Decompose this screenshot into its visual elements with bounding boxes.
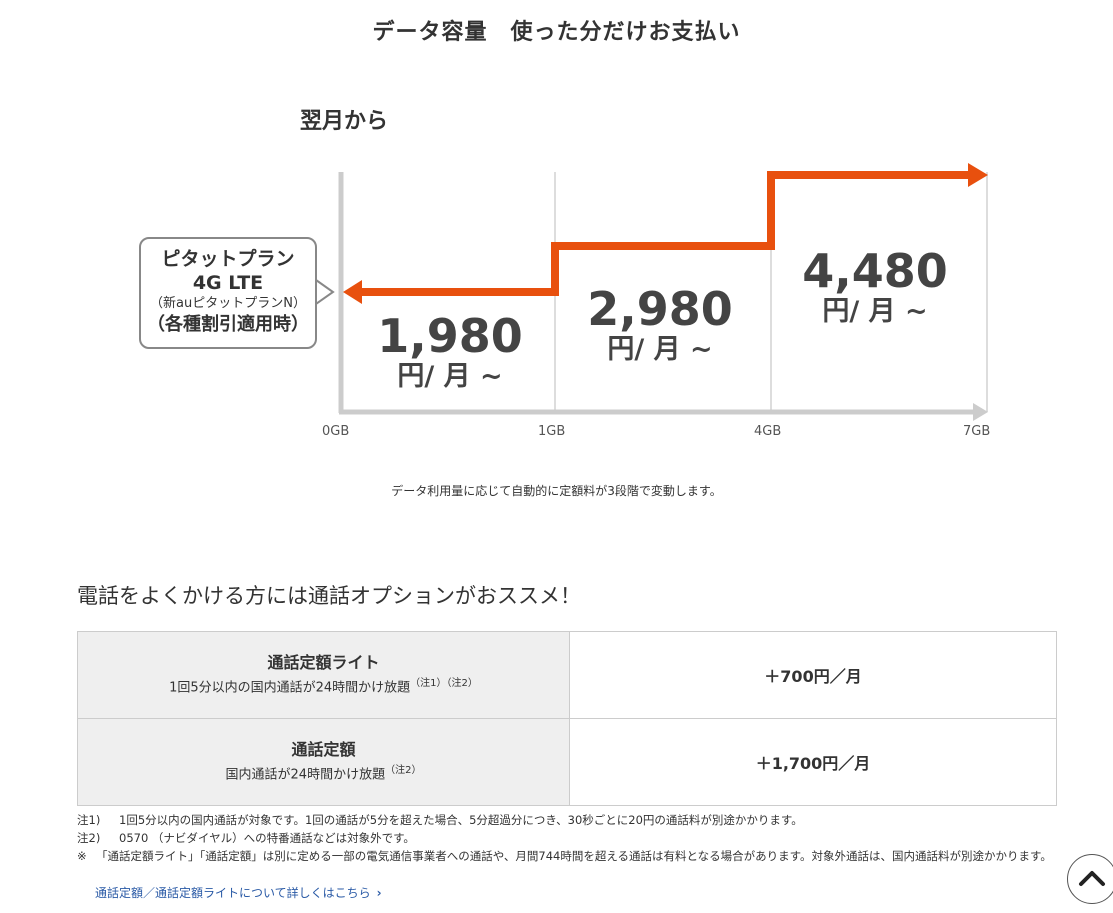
chart-caption: データ利用量に応じて自動的に定額料が3段階で変動します。 <box>391 484 722 498</box>
tier-1-amount: 1,980 <box>377 309 523 363</box>
option-title: 通話定額 <box>291 739 356 759</box>
option-desc-text: 国内通話が24時間かけ放題 <box>225 767 386 783</box>
footnote-item: 注2) 0570 （ナビダイヤル）への特番通話などは対象外です。 <box>77 829 1057 847</box>
back-to-top-button[interactable] <box>1067 854 1113 904</box>
option-price: ＋1,700円／月 <box>755 754 871 773</box>
step-left-arrowhead <box>343 280 362 304</box>
footnote-item: 注1) 1回5分以内の国内通話が対象です。1回の通話が5分を超えた場合、5分超過… <box>77 811 1057 829</box>
plan-discount-note: （各種割引適用時） <box>147 314 309 335</box>
footnote-key: 注2) <box>77 831 101 845</box>
footnote-text: 「通話定額ライト」「通話定額」は別に定める一部の電気通信事業者への通話や、月間7… <box>96 849 1052 863</box>
plan-name: ピタットプラン <box>161 248 295 270</box>
option-note-ref: （注1）（注2） <box>410 677 478 689</box>
table-row: 通話定額ライト 1回5分以内の国内通話が24時間かけ放題（注1）（注2） ＋70… <box>77 631 1057 719</box>
x-tick-0gb: 0GB <box>322 424 350 439</box>
chart-axes <box>338 172 988 421</box>
tier-1-unit: 円/ 月 ~ <box>397 361 503 392</box>
tier-2-unit: 円/ 月 ~ <box>607 334 713 365</box>
from-next-month-label: 翌月から <box>300 109 389 134</box>
x-tick-1gb: 1GB <box>538 424 566 439</box>
option-desc: 国内通話が24時間かけ放題（注2） <box>79 761 568 785</box>
plan-network: 4G LTE <box>192 272 264 294</box>
option-price: ＋700円／月 <box>764 667 862 686</box>
option-price-cell: ＋1,700円／月 <box>569 718 1057 806</box>
footnote-key: 注1) <box>77 813 101 827</box>
option-desc-text: 1回5分以内の国内通話が24時間かけ放題 <box>169 680 411 696</box>
recommend-heading: 電話をよくかける方には通話オプションがおススメ！ <box>77 584 581 608</box>
tier-2-price: 2,980 円/ 月 ~ <box>580 284 740 366</box>
footnote-text: 1回5分以内の国内通話が対象です。1回の通話が5分を超えた場合、5分超過分につき… <box>119 813 803 827</box>
plan-label-box: ピタットプラン 4G LTE （新auピタットプランN） （各種割引適用時） <box>139 237 317 349</box>
option-name-cell: 通話定額 国内通話が24時間かけ放題（注2） <box>77 718 570 806</box>
plan-box-pointer <box>315 278 335 306</box>
plan-alt-name: （新auピタットプランN） <box>150 296 306 311</box>
footnote-key: ※ <box>77 849 87 863</box>
x-tick-7gb: 7GB <box>963 424 991 439</box>
details-link-label[interactable]: 通話定額／通話定額ライトについて詳しくはこちら <box>95 886 371 900</box>
tier-3-amount: 4,480 <box>802 244 948 298</box>
table-row: 通話定額 国内通話が24時間かけ放題（注2） ＋1,700円／月 <box>77 718 1057 806</box>
tier-3-unit: 円/ 月 ~ <box>822 296 928 327</box>
option-title: 通話定額ライト <box>267 652 380 672</box>
x-tick-4gb: 4GB <box>754 424 782 439</box>
footnote-item: ※ 「通話定額ライト」「通話定額」は別に定める一部の電気通信事業者への通話や、月… <box>77 847 1057 865</box>
option-desc: 1回5分以内の国内通話が24時間かけ放題（注1）（注2） <box>79 674 568 698</box>
call-options-details-link[interactable]: 通話定額／通話定額ライトについて詳しくはこちら › <box>95 884 382 901</box>
tier-2-amount: 2,980 <box>587 282 733 336</box>
page-title: データ容量 使った分だけお支払い <box>372 20 741 45</box>
footnotes: 注1) 1回5分以内の国内通話が対象です。1回の通話が5分を超えた場合、5分超過… <box>77 811 1057 865</box>
option-name-cell: 通話定額ライト 1回5分以内の国内通話が24時間かけ放題（注1）（注2） <box>77 631 570 719</box>
chevron-up-icon <box>1079 871 1105 886</box>
tier-1-price: 1,980 円/ 月 ~ <box>370 311 530 393</box>
chart-step-line <box>315 163 988 306</box>
chevron-right-icon: › <box>376 886 382 900</box>
step-right-arrowhead <box>968 163 988 187</box>
x-axis-arrowhead <box>973 403 988 421</box>
option-note-ref: （注2） <box>385 764 422 776</box>
call-options-table: 通話定額ライト 1回5分以内の国内通話が24時間かけ放題（注1）（注2） ＋70… <box>77 631 1057 806</box>
step-line <box>358 171 970 296</box>
tier-3-price: 4,480 円/ 月 ~ <box>795 246 955 328</box>
option-price-cell: ＋700円／月 <box>569 631 1057 719</box>
footnote-text: 0570 （ナビダイヤル）への特番通話などは対象外です。 <box>119 831 415 845</box>
